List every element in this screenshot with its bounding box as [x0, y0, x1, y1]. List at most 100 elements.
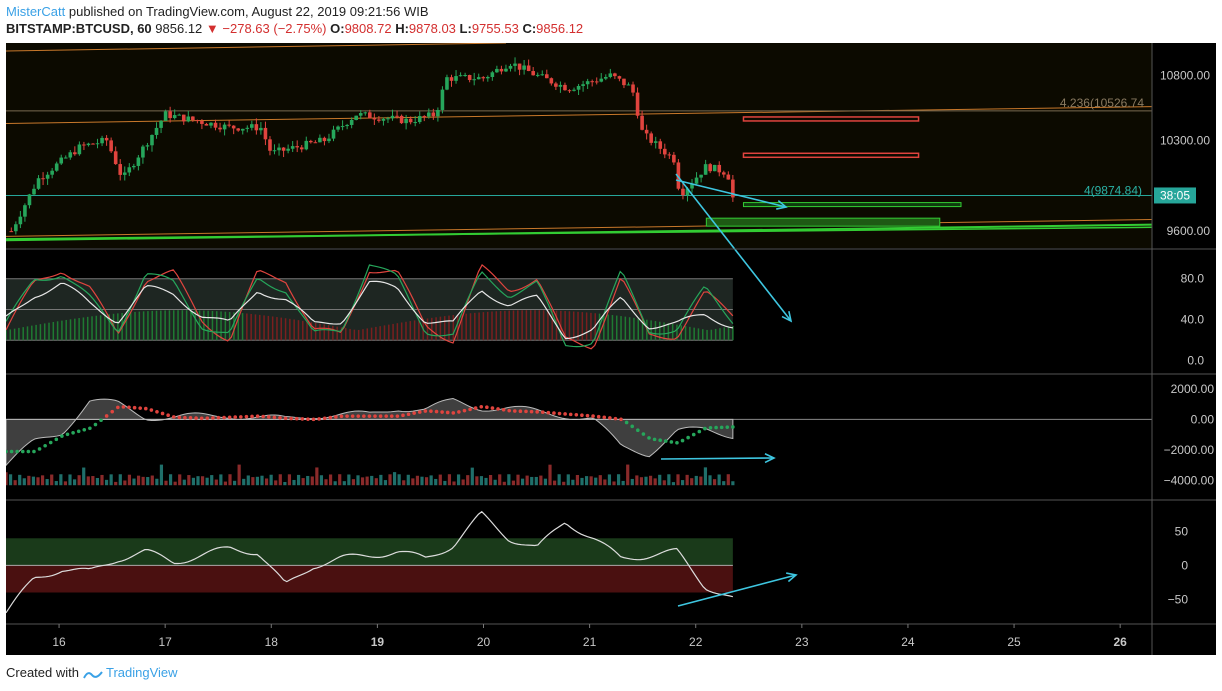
volume-bar — [379, 474, 383, 486]
volume-bar — [40, 475, 45, 486]
momentum-signal-dot — [71, 430, 75, 435]
candle-body — [404, 118, 408, 124]
candle-body — [218, 127, 222, 130]
countdown-label: 38:05 — [1160, 188, 1190, 202]
time-tick-label: 20 — [477, 635, 491, 649]
candle-body — [703, 164, 708, 175]
volume-bar — [557, 474, 561, 486]
volume-bar — [639, 477, 644, 486]
low-value: 9755.53 — [471, 21, 519, 36]
chart-svg[interactable]: 10800.00 10300.00 9600.00 4.236(10526.74 4(9… — [4, 42, 1216, 655]
candle-body — [544, 74, 549, 79]
volume-bar — [434, 478, 438, 486]
oscillator-pane[interactable] — [5, 510, 798, 614]
volume-bar — [411, 478, 415, 486]
momentum-signal-dot — [272, 415, 277, 420]
momentum-signal-dot — [350, 414, 355, 418]
momentum-signal-dot — [60, 434, 64, 438]
momentum-signal-dot — [222, 415, 226, 420]
candle-body — [132, 165, 136, 168]
volume-bar — [287, 474, 292, 486]
low-label: L: — [459, 21, 472, 36]
time-tick-label: 21 — [583, 635, 597, 649]
candle-body — [463, 75, 467, 77]
volume-bar — [333, 481, 337, 486]
momentum-signal-dot — [468, 407, 472, 412]
volume-bar — [72, 479, 77, 486]
volume-bar — [690, 478, 694, 486]
volume-bar — [717, 474, 721, 486]
momentum-signal-dot — [306, 417, 310, 421]
time-tick-label: 26 — [1113, 635, 1127, 649]
author-link[interactable]: MisterCatt — [6, 4, 66, 19]
candle-body — [195, 120, 200, 122]
volume-bar — [237, 464, 241, 486]
candle-body — [517, 63, 522, 70]
momentum-signal-dot — [719, 425, 724, 430]
candle-body — [526, 65, 531, 72]
momentum-signal-dot — [412, 411, 416, 415]
symbol-label[interactable]: BITSTAMP:BTCUSD, 60 — [6, 21, 152, 36]
momentum-signal-dot — [166, 413, 170, 417]
chart-area[interactable]: 10800.00 10300.00 9600.00 4.236(10526.74 4(9… — [4, 42, 1216, 655]
momentum-signal-dot — [680, 438, 685, 443]
volume-bar — [626, 464, 630, 486]
volume-bar — [283, 482, 287, 486]
candle-body — [481, 77, 486, 79]
momentum-signal-dot — [311, 417, 316, 422]
volume-bar — [205, 477, 209, 486]
oscillator-divergence-arrow-head — [786, 572, 798, 583]
candle-body — [613, 73, 617, 77]
candle-body — [163, 111, 168, 121]
volume-bar — [296, 474, 301, 486]
volume-bar — [580, 477, 584, 486]
candle-body — [626, 84, 631, 86]
momentum-signal-dot — [211, 416, 215, 420]
price-pane[interactable] — [5, 42, 1153, 248]
volume-bar — [498, 474, 502, 486]
candle-body — [676, 162, 681, 189]
volume-bar — [255, 476, 260, 486]
candle-body — [41, 178, 45, 180]
momentum-signal-dot — [48, 440, 53, 445]
volume-bar — [635, 475, 639, 486]
volume-bar — [466, 475, 470, 486]
candle-body — [286, 148, 290, 151]
price-bg — [6, 43, 1152, 248]
volume-bar — [562, 481, 566, 486]
momentum-signal-dot — [132, 405, 137, 410]
momentum-signal-dot — [216, 415, 221, 420]
momentum-signal-dot — [563, 412, 567, 416]
momentum-signal-dot — [496, 407, 500, 411]
volume-bar — [146, 477, 150, 486]
candle-body — [667, 154, 672, 156]
volume-bar — [264, 478, 269, 486]
high-label: H: — [395, 21, 409, 36]
tradingview-brand[interactable]: TradingView — [106, 665, 178, 680]
stoch-rsi-pane[interactable] — [5, 173, 793, 350]
momentum-signal-dot — [239, 415, 243, 419]
momentum-pane[interactable] — [4, 398, 1152, 486]
momentum-signal-dot — [188, 416, 193, 420]
support-trendline — [5, 218, 1153, 237]
footer: Created with TradingView — [6, 665, 178, 680]
fib-4236-label: 4.236(10526.74 — [1060, 96, 1144, 110]
momentum-signal-dot — [171, 415, 176, 419]
candle-body — [14, 224, 18, 232]
candle-body — [490, 72, 495, 77]
candle-body — [486, 76, 490, 79]
stoch-series-line — [5, 280, 733, 340]
candle-body — [635, 92, 640, 116]
momentum-signal-dot — [373, 414, 377, 418]
candle-body — [717, 164, 722, 173]
volume-bar — [415, 475, 420, 486]
candle-body — [45, 174, 50, 179]
candle-body — [77, 144, 82, 155]
candle-body — [495, 68, 499, 73]
candle-body — [254, 124, 259, 131]
candle-body — [204, 123, 209, 126]
volume-bar — [420, 476, 424, 486]
volume-bar — [589, 476, 593, 486]
candle-body — [413, 122, 417, 124]
candle-body — [272, 150, 277, 152]
